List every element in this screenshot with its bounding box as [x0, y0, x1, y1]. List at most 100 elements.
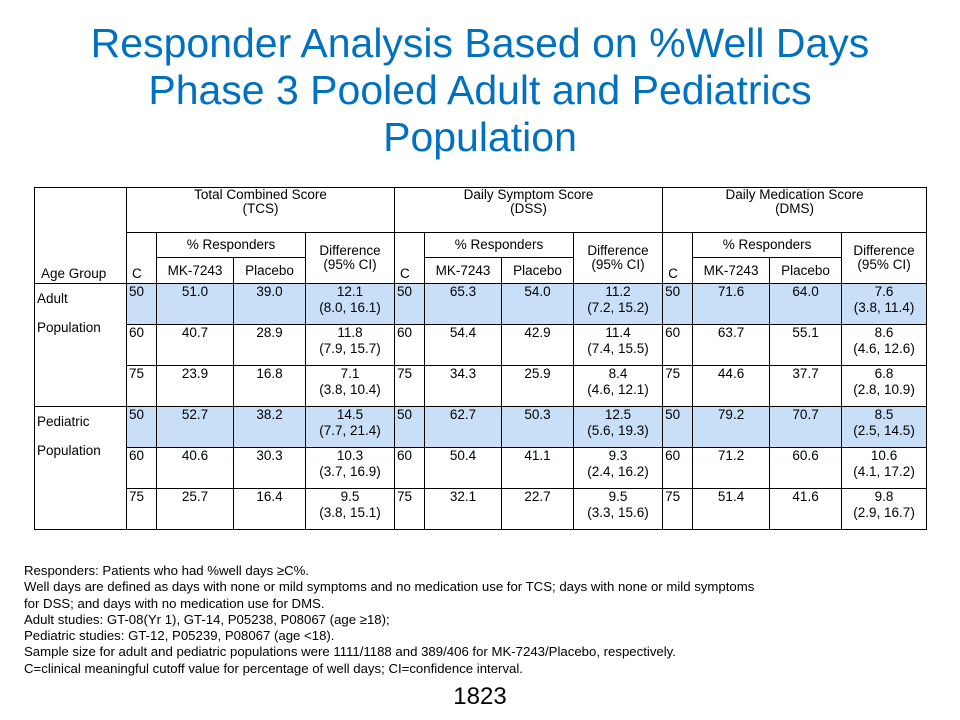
age-group-label: Population [37, 320, 101, 335]
difference-cell: 8.6 (4.6, 12.6) [841, 324, 928, 366]
age-group-header: Age Group [34, 187, 127, 284]
table-row: Pediatric Population 50 52.7 38.2 14.5 (7.7, 2… [34, 406, 928, 530]
mk-value-cell: 52.7 [156, 406, 234, 448]
difference-cell: 7.6 (3.8, 11.4) [841, 283, 928, 325]
tcs-group-header: Total Combined Score (TCS) [125, 187, 396, 233]
difference-value: 11.2 [605, 284, 631, 299]
age-group-label: Pediatric [37, 414, 90, 429]
cutoff-cell: 75 [662, 365, 694, 407]
c-header: C [662, 232, 694, 284]
difference-value: 10.3 [336, 448, 364, 463]
age-group-label: Population [37, 443, 101, 458]
cutoff-cell: 75 [662, 488, 694, 530]
responders-header: % Responders [692, 232, 843, 258]
difference-value: 8.4 [608, 366, 628, 381]
placebo-value-cell: 28.9 [233, 324, 306, 366]
c-header: C [394, 232, 426, 284]
difference-cell: 9.8 (2.9, 16.7) [841, 488, 928, 530]
cutoff-cell: 50 [394, 283, 426, 325]
ci-value: (2.8, 10.9) [853, 382, 915, 397]
placebo-header: Placebo [233, 257, 306, 284]
ci-value: (7.2, 15.2) [587, 300, 649, 315]
group-name: Daily Symptom Score [463, 187, 594, 202]
cutoff-cell: 50 [662, 406, 694, 448]
cutoff-cell: 60 [662, 324, 694, 366]
responder-table: Age Group Total Combined Score (TCS) Dail… [34, 187, 928, 530]
difference-cell: 12.5 (5.6, 19.3) [573, 406, 664, 448]
ci-value: (3.8, 15.1) [319, 505, 381, 520]
placebo-header: Placebo [501, 257, 575, 284]
difference-value: 7.6 [874, 284, 894, 299]
ci-value: (3.3, 15.6) [587, 505, 649, 520]
cutoff-cell: 50 [126, 406, 157, 448]
cutoff-cell: 60 [394, 324, 426, 366]
footnotes: Responders: Patients who had %well days … [24, 563, 934, 677]
table-row: 75 23.9 16.8 7.1 (3.8, 10.4) 75 34.3 25.9 8.4 (4.… [35, 365, 928, 407]
footnote-line: Adult studies: GT-08(Yr 1), GT-14, P0523… [24, 611, 390, 627]
cutoff-cell: 60 [126, 324, 157, 366]
difference-value: 12.5 [604, 407, 632, 422]
cutoff-cell: 50 [394, 406, 426, 448]
placebo-value-cell: 16.8 [233, 365, 306, 407]
table-row: Adult Population 50 51.0 39.0 12.1 (8.0, 16.1)… [34, 283, 928, 407]
difference-label: Difference [319, 243, 381, 258]
difference-cell: 8.5 (2.5, 14.5) [841, 406, 928, 448]
title-line-3: Population [383, 114, 577, 160]
mk-value-cell: 25.7 [156, 488, 234, 530]
mk-value-cell: 40.7 [156, 324, 234, 366]
mk-header: MK-7243 [156, 257, 234, 284]
mk-value-cell: 65.3 [424, 283, 503, 325]
placebo-value-cell: 70.7 [769, 406, 843, 448]
mk-value-cell: 51.4 [692, 488, 771, 530]
ci-label: (95% CI) [857, 257, 911, 272]
table-row: 75 25.7 16.4 9.5 (3.8, 15.1) 75 32.1 22.7 9.5 (3.… [35, 488, 928, 530]
difference-cell: 9.5 (3.3, 15.6) [573, 488, 664, 530]
table-row: 60 40.7 28.9 11.8 (7.9, 15.7) 60 54.4 42.9 11.4(… [35, 324, 928, 366]
ci-value: (4.6, 12.6) [853, 341, 915, 356]
ci-value: (3.7, 16.9) [319, 464, 381, 479]
difference-value: 14.5 [336, 407, 364, 422]
responders-header: % Responders [156, 232, 306, 258]
ci-label: (95% CI) [323, 257, 377, 272]
difference-cell: 7.1 (3.8, 10.4) [304, 365, 396, 407]
mk-value-cell: 62.7 [424, 406, 503, 448]
placebo-value-cell: 41.6 [769, 488, 843, 530]
difference-label: Difference [853, 243, 915, 258]
mk-header: MK-7243 [424, 257, 503, 284]
mk-header: MK-7243 [692, 257, 771, 284]
ci-value: (3.8, 10.4) [319, 382, 381, 397]
difference-cell: 11.2 (7.2, 15.2) [573, 283, 664, 325]
cutoff-cell: 75 [126, 365, 157, 407]
dss-group-header: Daily Symptom Score (DSS) [394, 187, 664, 233]
placebo-value-cell: 50.3 [501, 406, 575, 448]
footnote-line: Sample size for adult and pediatric popu… [24, 644, 676, 660]
dms-group-header: Daily Medication Score (DMS) [662, 187, 928, 233]
placebo-value-cell: 42.9 [501, 324, 575, 366]
placebo-value-cell: 64.0 [769, 283, 843, 325]
age-group-cell: Pediatric Population [34, 406, 127, 530]
ci-value: (2.5, 14.5) [853, 423, 915, 438]
difference-cell: 14.5 (7.7, 21.4) [304, 406, 396, 448]
difference-cell: 9.5 (3.8, 15.1) [304, 488, 396, 530]
age-group-cell: Adult Population [34, 283, 127, 407]
mk-value-cell: 51.0 [156, 283, 234, 325]
difference-label: Difference [587, 243, 649, 258]
difference-value: 12.1 [336, 284, 364, 299]
placebo-value-cell: 22.7 [501, 488, 575, 530]
ci-value: (4.6, 12.1) [587, 382, 649, 397]
ci-value: (5.6, 19.3) [587, 423, 649, 438]
ci-value: (2.4, 16.2) [587, 464, 649, 479]
mk-value-cell: 71.2 [692, 447, 771, 489]
placebo-value-cell: 25.9 [501, 365, 575, 407]
placebo-value-cell: 38.2 [233, 406, 306, 448]
title-line-1: Responder Analysis Based on %Well Days [90, 20, 870, 66]
group-abbr: (TCS) [242, 201, 279, 216]
mk-value-cell: 50.4 [424, 447, 503, 489]
difference-header: Difference (95% CI) [304, 232, 396, 284]
footnote-line: Responders: Patients who had %well days … [24, 563, 310, 578]
placebo-value-cell: 60.6 [769, 447, 843, 489]
footnote-line: Well days are defined as days with none … [24, 579, 755, 595]
group-abbr: (DSS) [510, 201, 547, 216]
difference-value: 8.6 [874, 325, 894, 340]
difference-value: 10.6 [870, 448, 898, 463]
